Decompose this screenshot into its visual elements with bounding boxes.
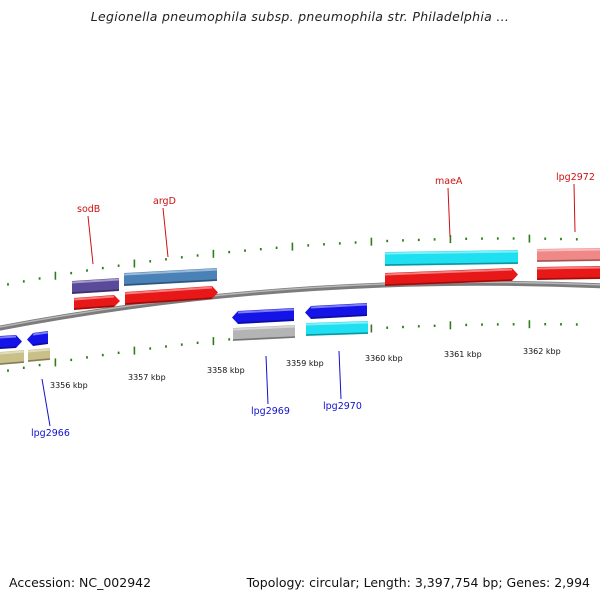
genome-backbone-highlight <box>0 281 600 328</box>
feature-blue-left-shade <box>0 346 17 349</box>
gene-label-argD[interactable]: argD <box>153 196 176 207</box>
genome-summary-text: Topology: circular; Length: 3,397,754 bp… <box>246 575 590 590</box>
feature-gray-1-shade <box>232 336 296 341</box>
feature-blue-lpg2966[interactable] <box>27 331 48 346</box>
kbp-label-3361: 3361 kbp <box>444 350 482 359</box>
feature-blue-lpg2966-shade <box>32 342 49 346</box>
feature-cyan-2[interactable] <box>306 321 368 336</box>
feature-purple-1-shade <box>71 289 120 294</box>
gene-features <box>0 248 600 365</box>
leader-maeA <box>447 187 451 238</box>
feature-blue-lpg2970[interactable] <box>305 303 367 319</box>
feature-blue-lpg2970-shade <box>310 314 368 319</box>
feature-olive-2-highlight <box>27 348 51 353</box>
kbp-label-3358: 3358 kbp <box>207 366 245 375</box>
feature-steelblue-1-shade <box>123 279 218 286</box>
leader-argD <box>162 207 169 258</box>
feature-blue-left[interactable] <box>0 335 22 349</box>
feature-blue-lpg2969[interactable] <box>232 308 294 324</box>
kbp-label-3360: 3360 kbp <box>365 354 403 363</box>
feature-olive-1[interactable] <box>0 350 24 365</box>
gene-label-lpg2972[interactable]: lpg2972 <box>556 172 595 183</box>
genome-backbone <box>0 280 600 331</box>
feature-purple-1-highlight <box>71 278 120 284</box>
leader-lpg2972 <box>573 183 576 233</box>
kbp-label-3357: 3357 kbp <box>128 373 166 382</box>
feature-olive-2[interactable] <box>28 348 50 362</box>
leader-sodB <box>87 215 94 265</box>
feature-cyan-2-shade <box>305 332 369 336</box>
map-title: Legionella pneumophila subsp. pneumophil… <box>90 9 510 24</box>
feature-red-lpg2972[interactable] <box>537 266 600 280</box>
feature-olive-1-shade <box>0 361 25 365</box>
feature-red-argD[interactable] <box>125 286 218 305</box>
feature-cyan-maeA-shade <box>384 262 519 266</box>
feature-purple-1[interactable] <box>72 278 119 294</box>
feature-steelblue-1-highlight <box>123 268 218 276</box>
feature-red-lpg2972-highlight <box>536 266 600 270</box>
feature-pink-lpg2972-highlight <box>536 248 600 252</box>
feature-blue-lpg2966-highlight <box>32 331 49 336</box>
feature-red-maeA-shade <box>384 279 513 286</box>
gene-label-lpg2966[interactable]: lpg2966 <box>31 428 70 439</box>
feature-cyan-maeA-highlight <box>384 250 519 255</box>
gene-label-sodB[interactable]: sodB <box>77 204 100 215</box>
feature-red-argD-highlight <box>124 286 213 295</box>
kbp-label-3362: 3362 kbp <box>523 347 561 356</box>
feature-red-lpg2972-shade <box>536 277 600 280</box>
leader-lpg2970 <box>338 350 342 400</box>
gene-label-lpg2970[interactable]: lpg2970 <box>323 401 362 412</box>
label-leader-lines <box>41 183 576 427</box>
leader-lpg2966 <box>41 378 51 427</box>
feature-red-argD-shade <box>124 297 213 305</box>
kbp-label-3356: 3356 kbp <box>50 381 88 390</box>
feature-pink-lpg2972[interactable] <box>537 248 600 262</box>
feature-cyan-maeA[interactable] <box>385 250 518 266</box>
feature-olive-1-highlight <box>0 350 25 355</box>
accession-text: Accession: NC_002942 <box>9 575 152 590</box>
feature-red-maeA[interactable] <box>385 268 518 286</box>
feature-olive-2-shade <box>27 358 51 362</box>
gene-label-maeA[interactable]: maeA <box>435 176 463 187</box>
feature-red-maeA-highlight <box>384 268 513 276</box>
feature-gray-1[interactable] <box>233 325 295 341</box>
feature-red-sodB-shade <box>73 305 115 310</box>
feature-pink-lpg2972-shade <box>536 259 600 262</box>
feature-blue-lpg2969-highlight <box>237 308 295 314</box>
feature-gray-1-highlight <box>232 325 296 331</box>
feature-blue-left-highlight <box>0 335 17 339</box>
ticks-upper <box>7 234 578 286</box>
feature-steelblue-1[interactable] <box>124 268 217 286</box>
kbp-label-3359: 3359 kbp <box>286 359 324 368</box>
feature-blue-lpg2970-highlight <box>310 303 368 309</box>
leader-lpg2969 <box>265 355 269 405</box>
feature-red-sodB[interactable] <box>74 295 120 310</box>
gene-label-lpg2969[interactable]: lpg2969 <box>251 406 290 417</box>
feature-cyan-2-highlight <box>305 321 369 326</box>
feature-blue-lpg2969-shade <box>237 319 295 324</box>
feature-red-sodB-highlight <box>73 295 115 301</box>
